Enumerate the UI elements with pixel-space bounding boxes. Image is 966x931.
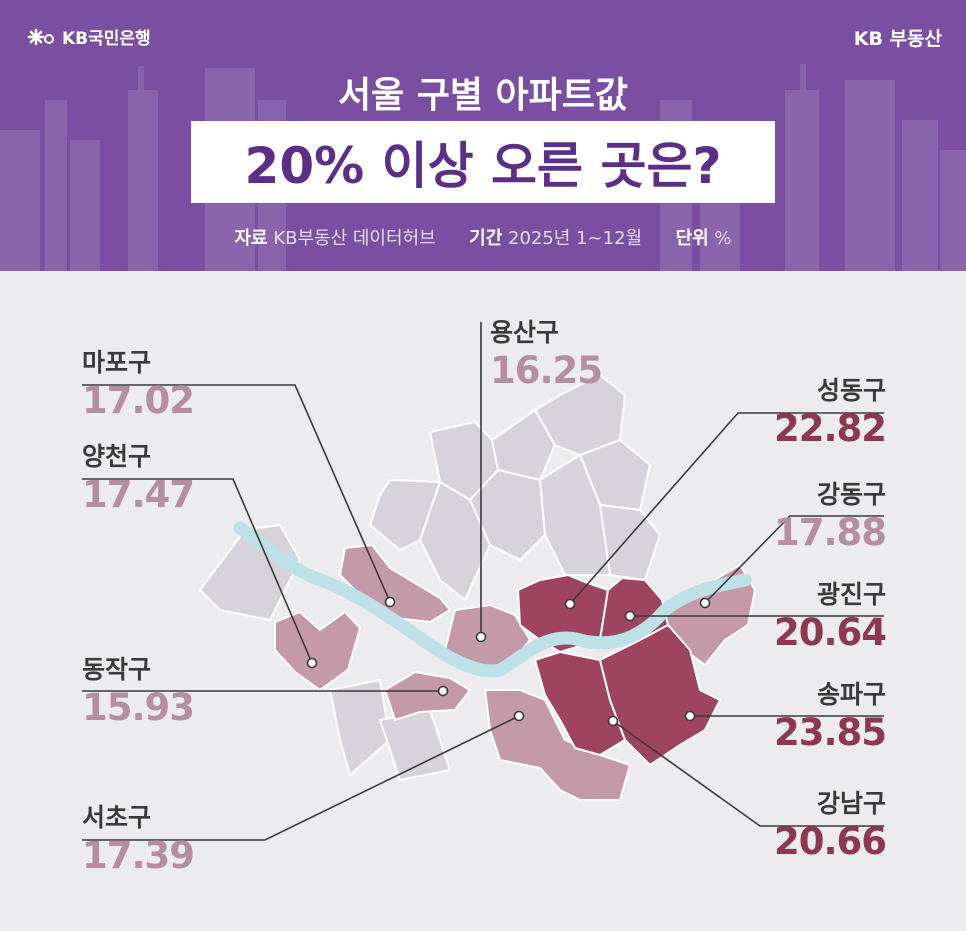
district-value: 16.25 [490, 349, 603, 392]
han-river [233, 521, 752, 678]
period-value: 2025년 1~12월 [508, 228, 643, 249]
kb-bank-logo: KB국민은행 [26, 24, 151, 49]
district-name: 양천구 [82, 442, 152, 471]
district-value: 22.82 [773, 407, 887, 450]
district-value: 17.39 [82, 834, 195, 877]
dot-mapo [384, 596, 396, 608]
label-yongsan: 용산구 16.25 [490, 318, 603, 394]
label-gangnam: 강남구 20.66 [773, 789, 887, 865]
district-value: 17.47 [82, 473, 195, 516]
source-label: 자료 [234, 228, 268, 249]
district-north-3 [534, 374, 626, 456]
unit-label: 단위 [675, 228, 709, 249]
district-name: 광진구 [816, 580, 886, 609]
district-value: 17.02 [82, 379, 195, 422]
unit-value: % [714, 228, 732, 249]
dot-gangnam [607, 715, 619, 727]
leader-seongdong [569, 412, 884, 605]
title-line-1: 서울 구별 아파트값 [337, 75, 629, 116]
seoul-district-map [82, 322, 884, 841]
dot-seongdong [564, 598, 576, 610]
label-mapo: 마포구 17.02 [82, 348, 195, 424]
bank-name: KB국민은행 [62, 29, 151, 49]
label-gwangjin: 광진구 20.64 [773, 580, 887, 656]
label-seocho: 서초구 17.39 [82, 803, 195, 879]
label-seongdong: 성동구 22.82 [773, 376, 887, 452]
district-name: 동작구 [82, 655, 152, 684]
dot-dongjak [437, 685, 449, 697]
leader-lines [82, 322, 884, 841]
label-dongjak: 동작구 15.93 [82, 655, 195, 731]
kb-star-icon [27, 28, 54, 45]
district-dongjak [384, 671, 471, 721]
label-gangdong: 강동구 17.88 [773, 480, 887, 556]
district-name: 마포구 [82, 348, 152, 377]
leader-gangdong [704, 515, 884, 604]
leader-mapo [82, 384, 391, 603]
dot-songpa [684, 710, 696, 722]
kb-realestate-logo: KB 부동산 [853, 28, 942, 50]
district-south-1 [329, 679, 391, 776]
dot-gangdong [699, 597, 711, 609]
light-districts [274, 544, 756, 801]
dot-yongsan [475, 631, 487, 643]
district-name: 성동구 [816, 376, 886, 405]
title-line-2: 20% 이상 오른 곳은? [244, 137, 722, 195]
district-songpa [599, 624, 721, 766]
district-value: 20.66 [773, 820, 887, 863]
district-north-2 [491, 409, 556, 481]
source-info: 자료 KB부동산 데이터허브 기간 2025년 1~12월 단위 % [0, 224, 966, 250]
district-name: 강남구 [816, 789, 886, 818]
district-name: 용산구 [490, 318, 560, 347]
header-banner: KB국민은행 KB 부동산 서울 구별 아파트값 20% 이상 오른 곳은? 자… [0, 0, 966, 271]
leader-seocho [82, 715, 520, 841]
dot-yangcheon [306, 657, 318, 669]
period-label: 기간 [469, 228, 503, 249]
source-value: KB부동산 데이터허브 [273, 228, 436, 249]
district-name: 강동구 [816, 480, 886, 509]
leader-yangcheon [82, 478, 313, 664]
dot-gwangjin [624, 610, 636, 622]
title-box: 20% 이상 오른 곳은? [191, 121, 775, 203]
label-songpa: 송파구 23.85 [773, 680, 887, 756]
district-north-9 [369, 479, 441, 551]
district-south-2 [379, 709, 451, 781]
leader-gangnam [612, 720, 884, 827]
district-name: 서초구 [82, 803, 152, 832]
district-value: 23.85 [773, 711, 887, 754]
leader-dots [306, 596, 711, 727]
district-gangnam [534, 651, 626, 756]
district-value: 17.88 [773, 511, 887, 554]
district-yangcheon [274, 611, 361, 691]
district-name: 송파구 [816, 680, 886, 709]
district-value: 15.93 [82, 686, 195, 729]
district-value: 20.64 [773, 611, 887, 654]
label-yangcheon: 양천구 17.47 [82, 442, 195, 518]
dot-seocho [513, 710, 525, 722]
